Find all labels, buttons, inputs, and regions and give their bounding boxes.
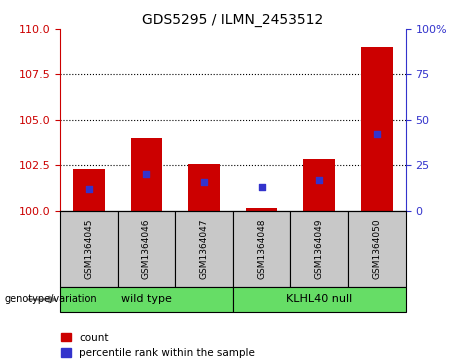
Bar xyxy=(303,159,335,211)
Bar xyxy=(60,287,233,312)
Text: GSM1364046: GSM1364046 xyxy=(142,219,151,279)
Bar xyxy=(233,211,290,287)
Point xyxy=(315,177,323,183)
Point xyxy=(85,186,92,192)
Text: wild type: wild type xyxy=(121,294,172,305)
Text: GSM1364047: GSM1364047 xyxy=(200,219,208,279)
Legend: count, percentile rank within the sample: count, percentile rank within the sample xyxy=(60,333,255,358)
Bar xyxy=(348,211,406,287)
Bar xyxy=(60,211,118,287)
Bar xyxy=(246,208,278,211)
Point xyxy=(258,184,266,190)
Text: genotype/variation: genotype/variation xyxy=(5,294,97,305)
Point xyxy=(142,171,150,177)
Text: GSM1364049: GSM1364049 xyxy=(315,219,324,279)
Text: KLHL40 null: KLHL40 null xyxy=(286,294,352,305)
Bar xyxy=(233,287,406,312)
Text: GSM1364050: GSM1364050 xyxy=(372,218,381,279)
Bar xyxy=(290,211,348,287)
Bar xyxy=(130,138,162,211)
Bar xyxy=(118,211,175,287)
Bar xyxy=(175,211,233,287)
Point xyxy=(200,179,207,184)
Text: GSM1364048: GSM1364048 xyxy=(257,219,266,279)
Bar xyxy=(73,169,105,211)
Point xyxy=(373,131,381,137)
Bar xyxy=(188,164,220,211)
Bar xyxy=(361,47,393,211)
Text: GSM1364045: GSM1364045 xyxy=(84,219,93,279)
Title: GDS5295 / ILMN_2453512: GDS5295 / ILMN_2453512 xyxy=(142,13,324,26)
